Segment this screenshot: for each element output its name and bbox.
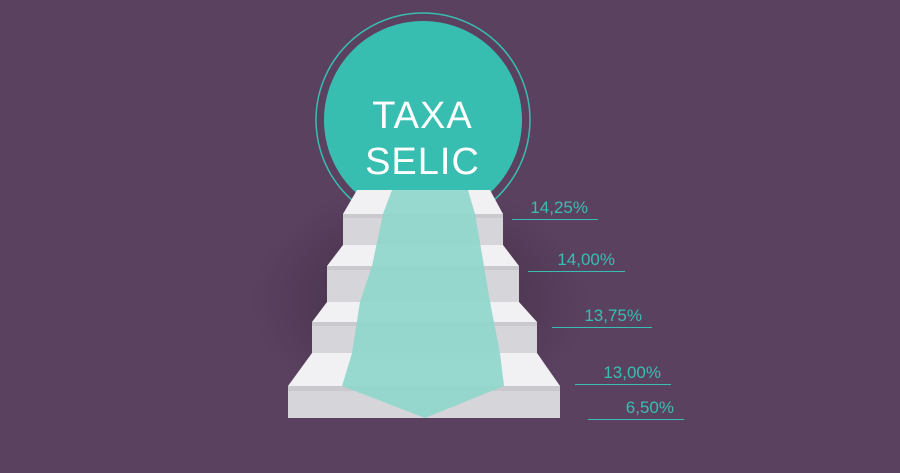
title-line-1: TAXA bbox=[372, 95, 473, 137]
circle-title: TAXA SELIC bbox=[320, 93, 525, 185]
rate-label-step-3: 14,00% bbox=[528, 250, 625, 272]
rate-label-ground: 6,50% bbox=[588, 398, 684, 420]
carpet bbox=[342, 190, 504, 418]
rate-label-step-2: 13,75% bbox=[552, 306, 652, 328]
title-line-2: SELIC bbox=[365, 141, 480, 183]
rate-label-step-1: 13,00% bbox=[575, 363, 671, 385]
rate-label-step-4: 14,25% bbox=[512, 198, 598, 220]
